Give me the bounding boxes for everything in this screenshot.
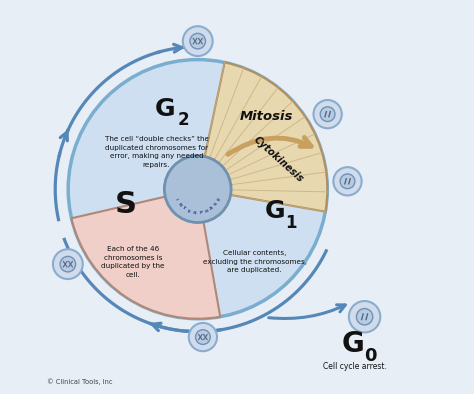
Text: Each of the 46
chromosomes is
duplicated by the
cell.: Each of the 46 chromosomes is duplicated…: [101, 246, 164, 277]
Circle shape: [196, 330, 210, 344]
Text: S: S: [214, 202, 219, 207]
Text: $\mathbf{G}$: $\mathbf{G}$: [341, 330, 364, 358]
Text: © Clinical Tools, Inc: © Clinical Tools, Inc: [46, 378, 112, 385]
Text: Cell cycle arrest.: Cell cycle arrest.: [323, 362, 387, 371]
Text: $\mathbf{G}$: $\mathbf{G}$: [264, 199, 285, 223]
Circle shape: [189, 323, 217, 351]
Circle shape: [53, 249, 83, 279]
Circle shape: [349, 301, 380, 333]
Text: E: E: [187, 209, 191, 214]
Text: H: H: [204, 209, 209, 214]
Circle shape: [333, 167, 362, 195]
Circle shape: [183, 26, 213, 56]
Text: $\mathbf{0}$: $\mathbf{0}$: [364, 348, 377, 365]
Circle shape: [60, 256, 76, 272]
Text: The cell “double checks” the
duplicated chromosomes for
error, making any needed: The cell “double checks” the duplicated …: [104, 136, 209, 167]
Circle shape: [164, 156, 231, 223]
Text: Mitosis: Mitosis: [240, 110, 293, 123]
Text: Cellular contents,
excluding the chromosomes,
are duplicated.: Cellular contents, excluding the chromos…: [203, 250, 307, 273]
Text: $\mathbf{G}$: $\mathbf{G}$: [154, 97, 175, 121]
Circle shape: [190, 33, 206, 49]
Text: I: I: [174, 198, 178, 201]
Text: $\mathbf{S}$: $\mathbf{S}$: [114, 190, 136, 219]
Text: $\mathbf{1}$: $\mathbf{1}$: [285, 214, 297, 232]
Circle shape: [340, 174, 355, 189]
Circle shape: [320, 107, 335, 121]
Text: $\mathbf{2}$: $\mathbf{2}$: [177, 112, 189, 130]
Text: T: T: [181, 206, 186, 211]
Text: R: R: [193, 211, 197, 215]
Wedge shape: [198, 62, 328, 212]
Circle shape: [68, 59, 328, 319]
Wedge shape: [72, 189, 220, 319]
Text: Cytokinesis: Cytokinesis: [251, 135, 305, 184]
Text: N: N: [176, 202, 182, 207]
Text: P: P: [199, 211, 202, 215]
Text: A: A: [210, 206, 214, 211]
Text: E: E: [217, 197, 222, 201]
Circle shape: [356, 309, 373, 325]
Circle shape: [313, 100, 342, 128]
